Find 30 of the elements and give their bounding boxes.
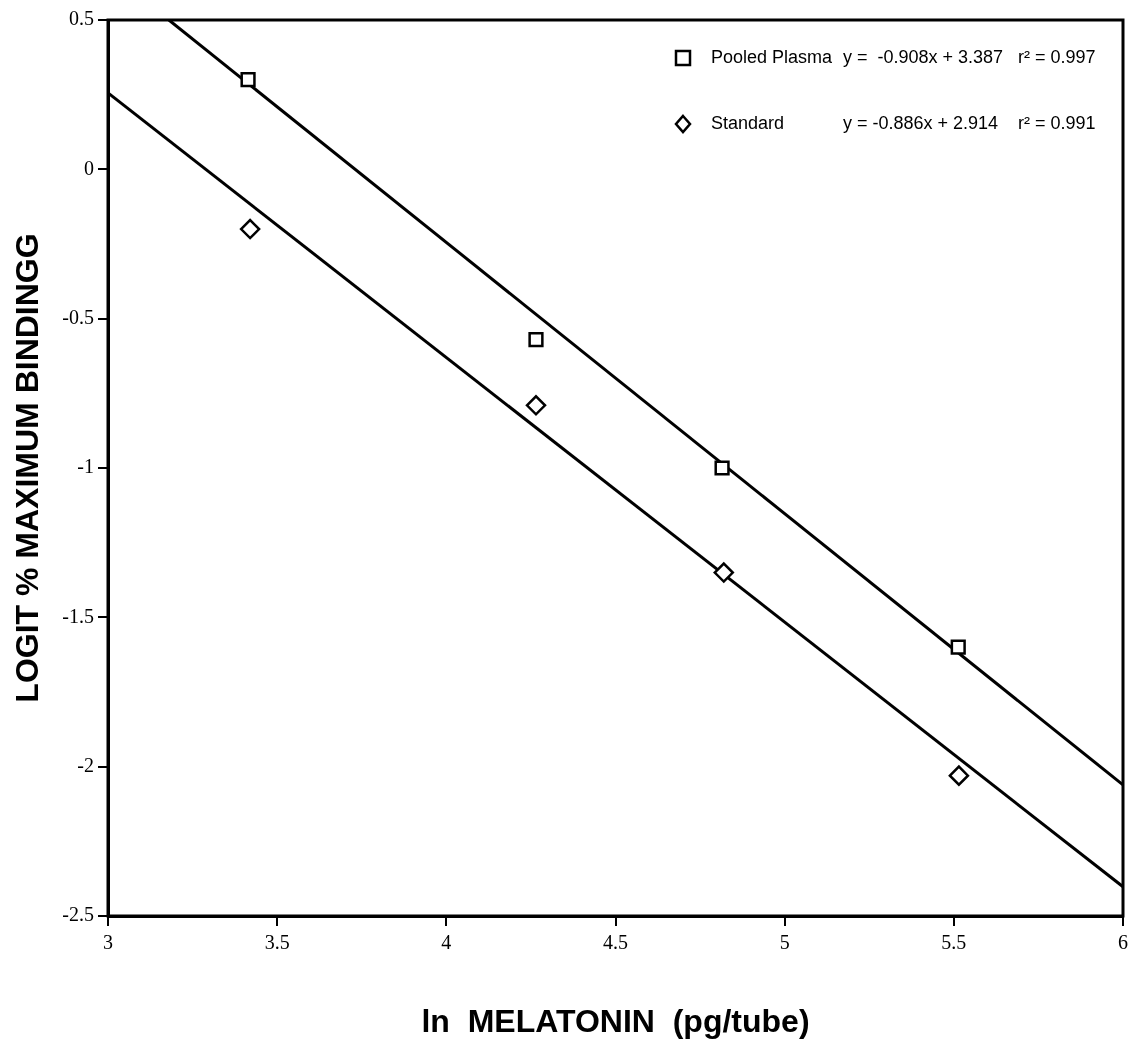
y-tick-label: -0.5 [62,305,94,328]
x-tick-label: 3.5 [264,931,290,954]
x-tick-label: 5.5 [941,931,967,954]
y-tick-label: -2.5 [62,903,94,926]
y-tick-label: -1.5 [62,604,94,627]
x-tick-label: 4.5 [603,931,628,954]
y-tick-label: -2 [77,753,94,776]
x-tick-label: 5 [779,931,790,954]
y-axis-title: LOGIT % MAXIMUM BINDINGG [9,233,46,703]
x-axis-title: ln MELATONIN (pg/tube) [421,1002,810,1039]
legend-label: Pooled Plasma [711,46,834,67]
x-tick-label: 4 [441,931,452,954]
annotation: r² = 0.991 [1018,112,1096,133]
annotation: y = -0.908x + 3.387 [843,46,1004,67]
point [528,331,544,348]
point [713,562,735,583]
y-tick-label: 0.5 [69,7,94,30]
point [714,460,730,476]
point [948,765,970,786]
annotation: r² = 0.997 [1018,46,1096,67]
point [950,639,966,655]
point [525,395,547,416]
point [240,72,256,88]
point [239,218,261,240]
y-tick-label: 0 [84,156,94,179]
x-tick-label: 3 [103,931,113,954]
y-tick-label: -1 [77,455,94,478]
legend-label: Standard [711,112,785,133]
x-tick-label: 6 [1118,931,1128,954]
annotation: y = -0.886x + 2.914 [843,112,999,133]
